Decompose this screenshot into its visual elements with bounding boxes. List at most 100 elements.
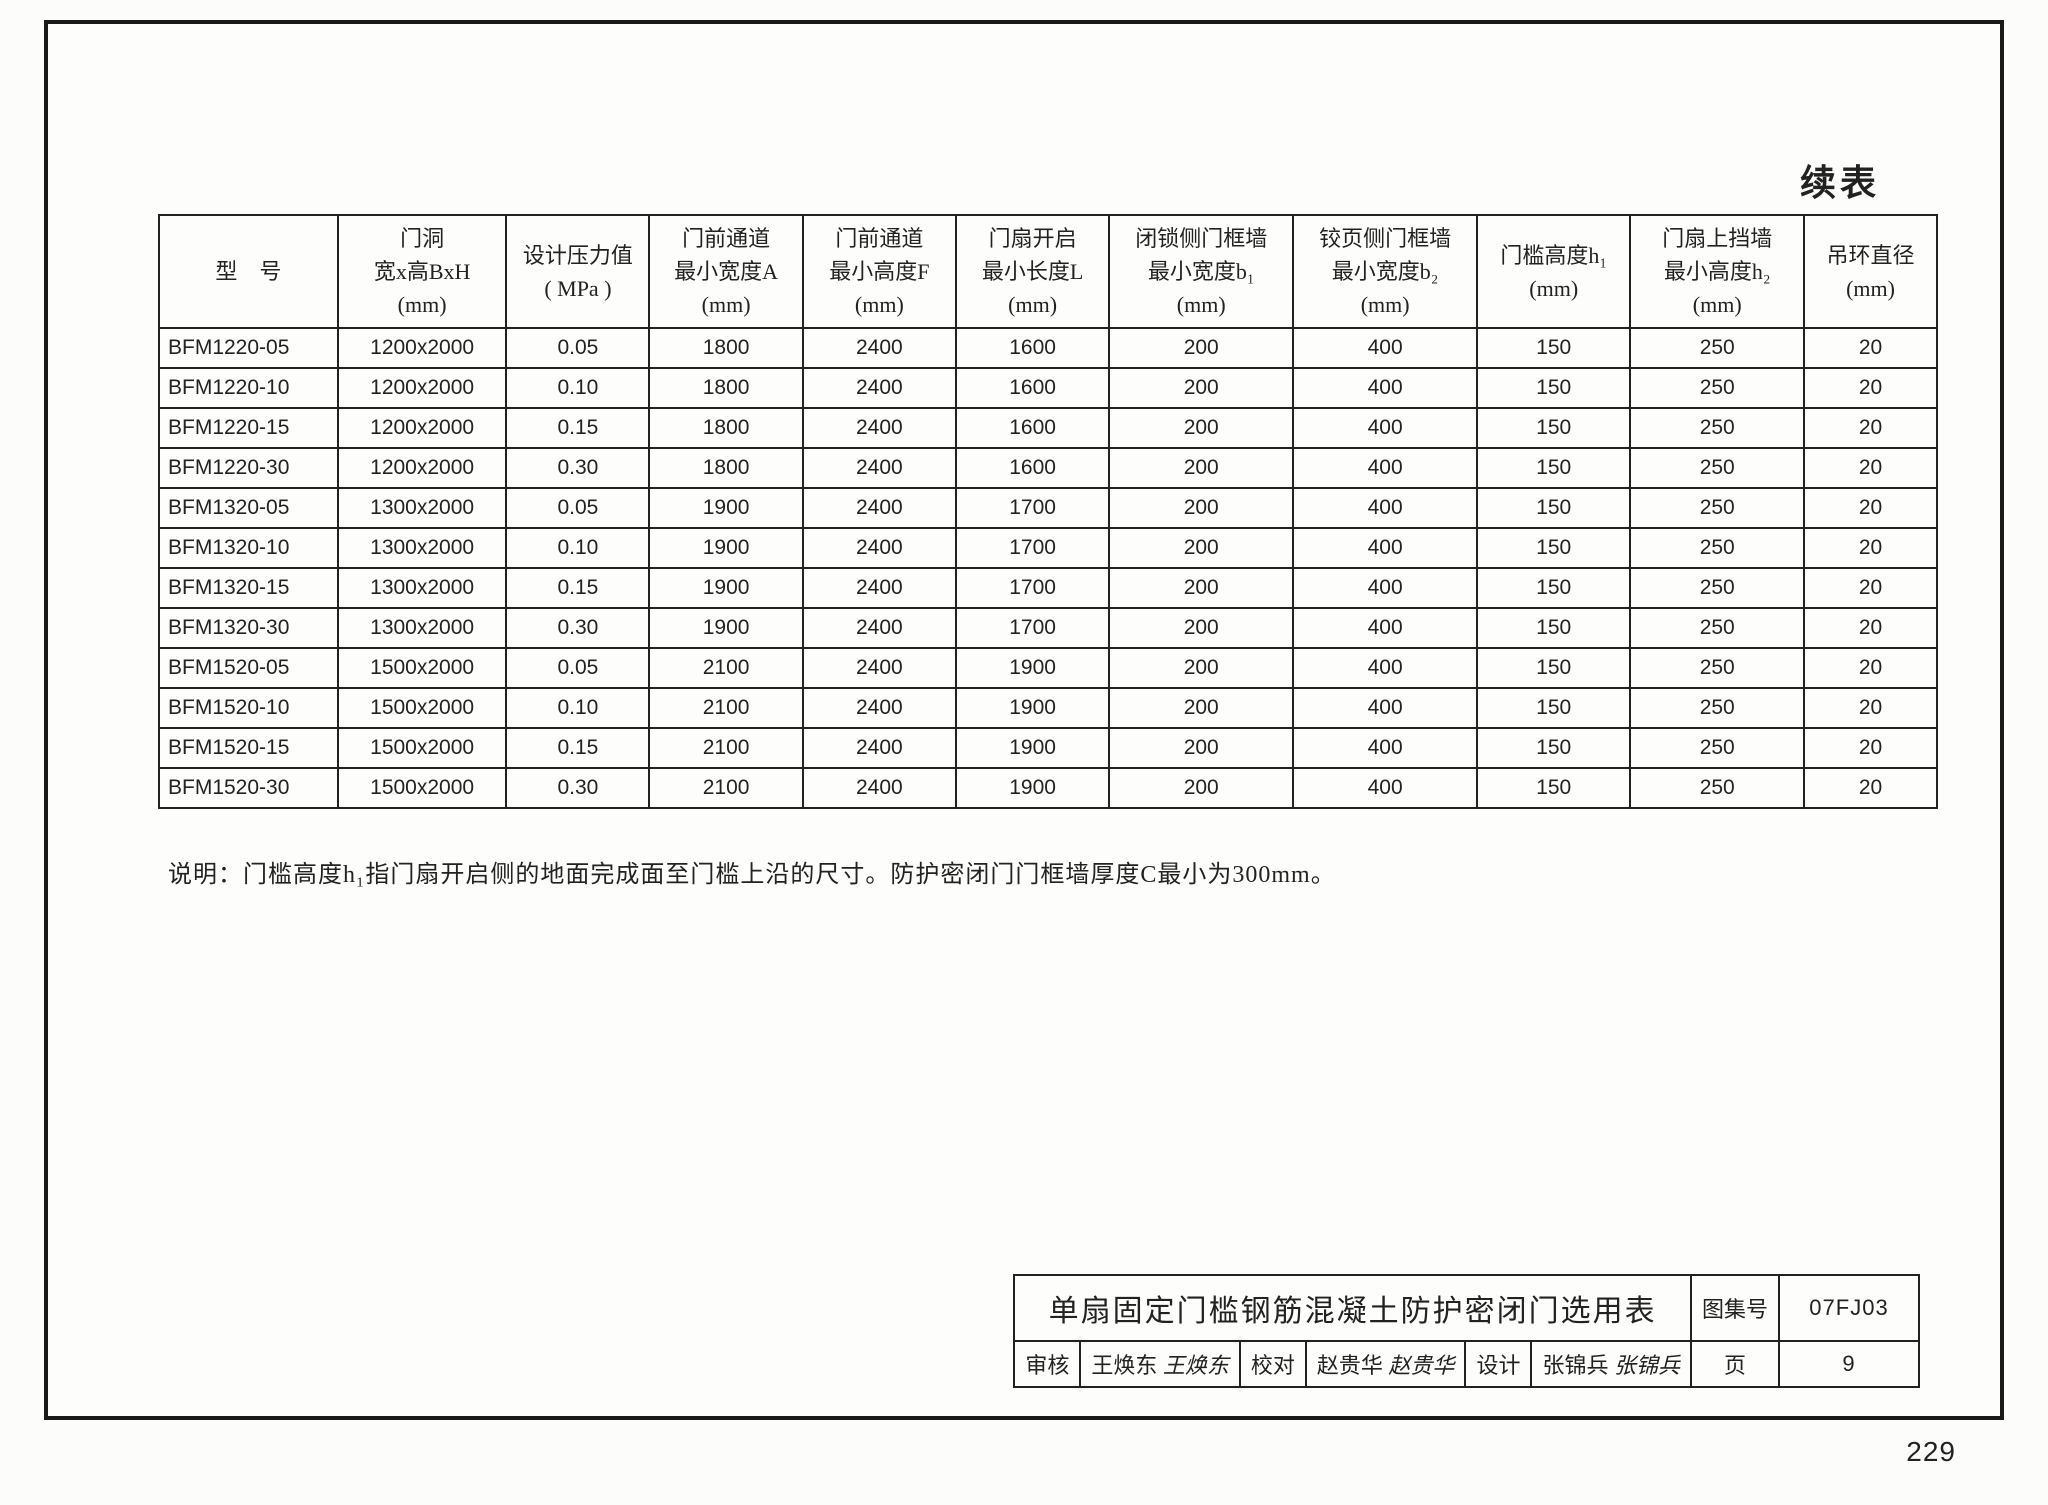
spec-table: 型 号门洞宽x高BxH(mm)设计压力值( MPa )门前通道最小宽度A(mm)…	[158, 214, 1938, 809]
table-cell: BFM1220-15	[159, 408, 338, 448]
table-cell: BFM1520-15	[159, 728, 338, 768]
table-cell: 150	[1477, 328, 1630, 368]
table-cell: 400	[1293, 608, 1477, 648]
column-header: 铰页侧门框墙最小宽度b₂(mm)	[1293, 215, 1477, 328]
table-cell: 250	[1630, 448, 1804, 488]
table-cell: 0.05	[506, 648, 649, 688]
continuation-label: 续表	[1800, 154, 1880, 206]
table-cell: 20	[1804, 448, 1937, 488]
table-cell: 1900	[649, 568, 802, 608]
table-cell: 1500x2000	[338, 648, 507, 688]
table-cell: 0.30	[506, 448, 649, 488]
table-cell: 200	[1109, 408, 1293, 448]
page-number: 9	[1779, 1341, 1919, 1387]
table-cell: 1700	[956, 528, 1109, 568]
table-cell: 1300x2000	[338, 488, 507, 528]
table-cell: BFM1520-30	[159, 768, 338, 808]
table-cell: 2400	[803, 528, 956, 568]
table-row: BFM1520-101500x20000.1021002400190020040…	[159, 688, 1937, 728]
table-row: BFM1520-301500x20000.3021002400190020040…	[159, 768, 1937, 808]
table-cell: 2400	[803, 768, 956, 808]
table-cell: 1700	[956, 608, 1109, 648]
table-cell: 1500x2000	[338, 688, 507, 728]
table-cell: 1700	[956, 488, 1109, 528]
table-cell: 2100	[649, 768, 802, 808]
table-cell: 150	[1477, 768, 1630, 808]
table-cell: 400	[1293, 448, 1477, 488]
table-cell: 1800	[649, 368, 802, 408]
table-cell: 20	[1804, 408, 1937, 448]
table-row: BFM1220-301200x20000.3018002400160020040…	[159, 448, 1937, 488]
table-cell: 0.15	[506, 728, 649, 768]
column-header: 闭锁侧门框墙最小宽度b₁(mm)	[1109, 215, 1293, 328]
table-cell: 20	[1804, 648, 1937, 688]
table-cell: 2400	[803, 328, 956, 368]
table-cell: 150	[1477, 528, 1630, 568]
table-cell: 1800	[649, 328, 802, 368]
table-cell: 2100	[649, 688, 802, 728]
table-cell: 1600	[956, 368, 1109, 408]
table-cell: 2400	[803, 488, 956, 528]
drawing-set-label: 图集号	[1691, 1275, 1779, 1341]
table-cell: BFM1520-05	[159, 648, 338, 688]
column-header: 门前通道最小宽度A(mm)	[649, 215, 802, 328]
table-row: BFM1520-051500x20000.0521002400190020040…	[159, 648, 1937, 688]
table-cell: 1600	[956, 408, 1109, 448]
table-cell: BFM1220-10	[159, 368, 338, 408]
table-cell: 400	[1293, 488, 1477, 528]
table-cell: 200	[1109, 368, 1293, 408]
table-cell: BFM1320-15	[159, 568, 338, 608]
table-cell: BFM1220-05	[159, 328, 338, 368]
column-header: 型 号	[159, 215, 338, 328]
table-cell: 20	[1804, 728, 1937, 768]
table-cell: 200	[1109, 608, 1293, 648]
table-row: BFM1320-051300x20000.0519002400170020040…	[159, 488, 1937, 528]
page-label: 页	[1691, 1341, 1779, 1387]
table-cell: 0.30	[506, 768, 649, 808]
table-cell: 2100	[649, 648, 802, 688]
table-cell: 1900	[956, 648, 1109, 688]
table-cell: 1300x2000	[338, 528, 507, 568]
table-cell: 250	[1630, 728, 1804, 768]
table-body: BFM1220-051200x20000.0518002400160020040…	[159, 328, 1937, 808]
table-row: BFM1320-151300x20000.1519002400170020040…	[159, 568, 1937, 608]
table-cell: 20	[1804, 528, 1937, 568]
table-cell: 150	[1477, 368, 1630, 408]
table-cell: 250	[1630, 688, 1804, 728]
column-header: 门前通道最小高度F(mm)	[803, 215, 956, 328]
table-cell: 200	[1109, 528, 1293, 568]
column-header: 门槛高度h₁(mm)	[1477, 215, 1630, 328]
table-cell: 1900	[956, 728, 1109, 768]
table-cell: 1900	[956, 688, 1109, 728]
table-row: BFM1320-301300x20000.3019002400170020040…	[159, 608, 1937, 648]
reviewer-name: 王焕东 王焕东	[1080, 1341, 1240, 1387]
table-cell: 20	[1804, 328, 1937, 368]
table-cell: 250	[1630, 328, 1804, 368]
table-cell: 1900	[649, 488, 802, 528]
table-cell: 200	[1109, 688, 1293, 728]
table-row: BFM1220-101200x20000.1018002400160020040…	[159, 368, 1937, 408]
table-cell: 20	[1804, 488, 1937, 528]
table-cell: 150	[1477, 608, 1630, 648]
table-cell: 400	[1293, 648, 1477, 688]
table-cell: 200	[1109, 488, 1293, 528]
table-cell: 0.05	[506, 488, 649, 528]
table-cell: 1200x2000	[338, 448, 507, 488]
table-cell: 1900	[649, 528, 802, 568]
table-cell: 1800	[649, 448, 802, 488]
table-note: 说明：门槛高度h₁指门扇开启侧的地面完成面至门槛上沿的尺寸。防护密闭门门框墙厚度…	[168, 854, 1336, 889]
table-cell: 2400	[803, 728, 956, 768]
table-cell: 0.10	[506, 368, 649, 408]
table-cell: BFM1320-30	[159, 608, 338, 648]
table-cell: 250	[1630, 648, 1804, 688]
reviewer-text: 王焕东	[1091, 1353, 1157, 1378]
table-cell: 2400	[803, 688, 956, 728]
table-cell: 400	[1293, 408, 1477, 448]
table-cell: BFM1320-10	[159, 528, 338, 568]
table-cell: 0.10	[506, 528, 649, 568]
checker-name: 赵贵华 赵贵华	[1306, 1341, 1466, 1387]
table-cell: 150	[1477, 728, 1630, 768]
table-cell: 2400	[803, 448, 956, 488]
table-cell: 150	[1477, 648, 1630, 688]
table-cell: 1700	[956, 568, 1109, 608]
